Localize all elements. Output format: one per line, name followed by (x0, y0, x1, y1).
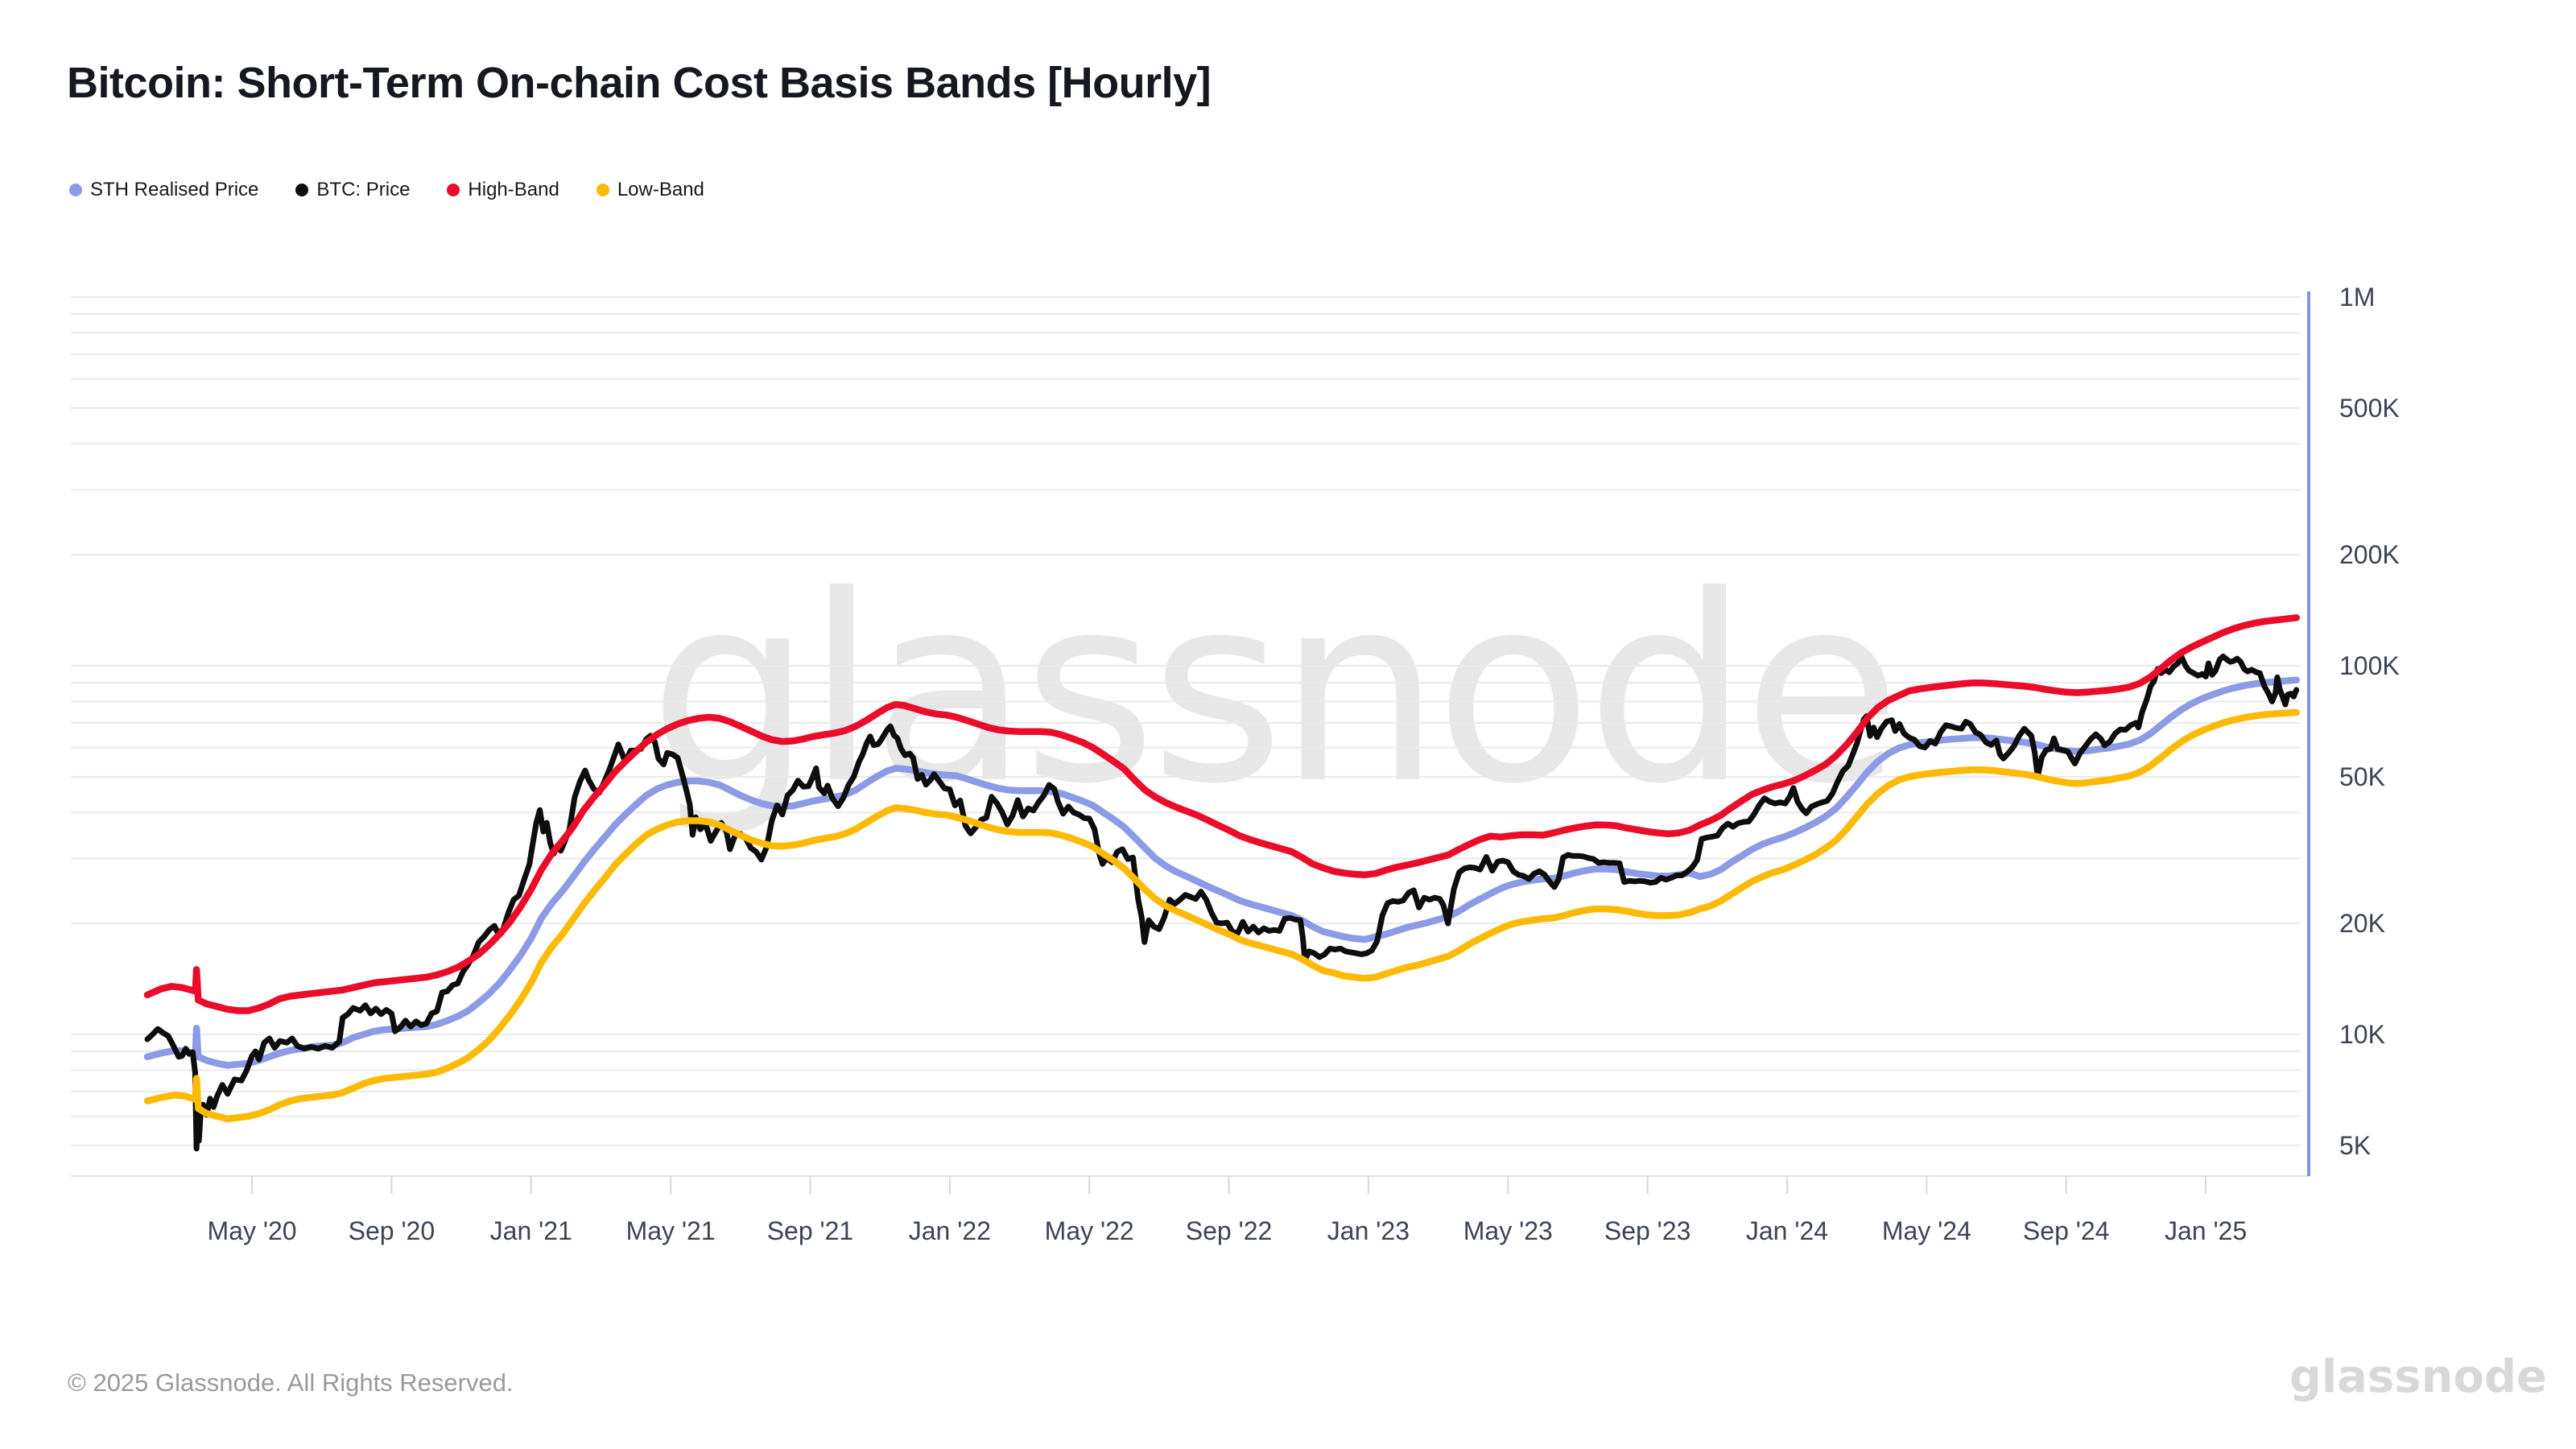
x-tick-label: Jan '25 (2165, 1216, 2247, 1245)
y-tick-label: 100K (2339, 651, 2400, 680)
glassnode-logo: glassnode (2289, 1351, 2547, 1403)
legend-dot-icon (69, 184, 82, 196)
x-tick-label: Sep '23 (1604, 1216, 1691, 1245)
y-tick-label: 500K (2339, 394, 2400, 423)
legend-label: STH Realised Price (90, 179, 259, 200)
y-tick-label: 200K (2339, 540, 2400, 569)
legend-dot-icon (596, 184, 609, 196)
legend-dot-icon (447, 184, 460, 196)
legend-item-sth-realised-price[interactable]: STH Realised Price (69, 180, 258, 200)
x-tick-label: May '21 (626, 1216, 716, 1245)
legend-dot-icon (295, 184, 309, 196)
legend: STH Realised Price BTC: Price High-Band … (69, 180, 704, 200)
legend-label: High-Band (468, 179, 559, 200)
y-tick-label: 1M (2339, 283, 2375, 312)
legend-label: Low-Band (617, 179, 704, 200)
y-tick-label: 5K (2339, 1131, 2371, 1160)
copyright-text: © 2025 Glassnode. All Rights Reserved. (68, 1368, 514, 1397)
series-line-low-band (143, 708, 2300, 1123)
legend-item-btc-price[interactable]: BTC: Price (295, 180, 410, 200)
x-tick-label: May '23 (1463, 1216, 1553, 1245)
x-tick-label: Jan '21 (490, 1216, 572, 1245)
x-tick-label: Jan '23 (1327, 1216, 1410, 1245)
y-tick-label: 20K (2339, 909, 2385, 938)
x-tick-label: Sep '21 (767, 1216, 854, 1245)
series-line-btc-price (144, 653, 2300, 1152)
legend-item-high-band[interactable]: High-Band (447, 180, 559, 200)
x-tick-label: May '22 (1045, 1216, 1134, 1245)
y-tick-label: 10K (2339, 1020, 2385, 1049)
y-tick-label: 50K (2339, 762, 2385, 791)
series-line-high-band (143, 614, 2300, 1014)
legend-item-low-band[interactable]: Low-Band (596, 179, 704, 200)
x-tick-label: May '24 (1882, 1216, 1971, 1245)
x-tick-label: Jan '22 (909, 1216, 991, 1245)
chart-title: Bitcoin: Short-Term On-chain Cost Basis … (67, 59, 1212, 107)
x-tick-label: Sep '20 (349, 1216, 436, 1245)
x-tick-label: Sep '22 (1186, 1216, 1273, 1245)
legend-label: BTC: Price (316, 179, 411, 200)
x-tick-label: May '20 (207, 1216, 296, 1245)
x-tick-label: Jan '24 (1746, 1216, 1828, 1245)
x-tick-label: Sep '24 (2023, 1216, 2110, 1245)
